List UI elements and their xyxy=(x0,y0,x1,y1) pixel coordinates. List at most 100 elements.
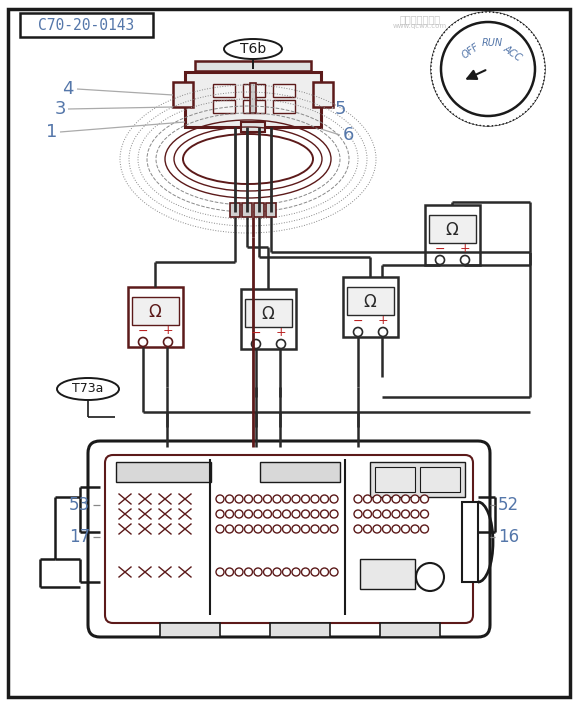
Bar xyxy=(250,83,256,113)
Circle shape xyxy=(226,568,234,576)
Circle shape xyxy=(436,255,444,264)
Text: 6: 6 xyxy=(342,126,354,144)
Circle shape xyxy=(282,568,291,576)
Circle shape xyxy=(282,525,291,533)
Circle shape xyxy=(411,495,419,503)
Bar xyxy=(243,84,265,97)
Circle shape xyxy=(321,510,328,518)
Bar xyxy=(260,462,340,482)
Circle shape xyxy=(392,525,400,533)
Circle shape xyxy=(216,510,224,518)
Circle shape xyxy=(411,510,419,518)
Circle shape xyxy=(311,510,319,518)
Bar xyxy=(420,467,460,492)
Circle shape xyxy=(321,568,328,576)
Bar xyxy=(360,559,415,589)
Circle shape xyxy=(263,525,271,533)
Circle shape xyxy=(245,525,252,533)
Circle shape xyxy=(245,495,252,503)
Circle shape xyxy=(420,495,429,503)
Circle shape xyxy=(411,525,419,533)
Circle shape xyxy=(273,568,281,576)
Circle shape xyxy=(226,525,234,533)
Text: ACC: ACC xyxy=(501,43,523,63)
FancyBboxPatch shape xyxy=(105,455,473,623)
Bar xyxy=(462,502,478,582)
Bar xyxy=(241,122,265,132)
Circle shape xyxy=(431,12,545,126)
Bar xyxy=(254,203,264,217)
Circle shape xyxy=(302,568,310,576)
Circle shape xyxy=(254,525,262,533)
Circle shape xyxy=(353,327,362,337)
Text: −: − xyxy=(138,325,148,337)
Circle shape xyxy=(311,568,319,576)
Circle shape xyxy=(330,510,338,518)
Circle shape xyxy=(379,327,387,337)
Circle shape xyxy=(330,525,338,533)
Text: 汽车维修技术网: 汽车维修技术网 xyxy=(400,14,441,24)
Circle shape xyxy=(420,525,429,533)
Circle shape xyxy=(431,12,545,126)
FancyBboxPatch shape xyxy=(88,441,490,637)
Bar xyxy=(213,100,235,113)
Text: 17: 17 xyxy=(69,528,90,546)
Text: +: + xyxy=(460,243,470,255)
Text: −: − xyxy=(251,327,261,339)
Text: www.qcwx.com: www.qcwx.com xyxy=(393,23,447,29)
Circle shape xyxy=(226,510,234,518)
Bar xyxy=(313,82,333,107)
Circle shape xyxy=(416,563,444,591)
Text: −: − xyxy=(353,315,363,327)
Text: T6b: T6b xyxy=(240,42,266,56)
Circle shape xyxy=(226,495,234,503)
Circle shape xyxy=(302,525,310,533)
Bar xyxy=(380,623,440,637)
Bar xyxy=(266,203,276,217)
Text: 3: 3 xyxy=(55,100,66,118)
Circle shape xyxy=(392,495,400,503)
Bar xyxy=(273,100,295,113)
Circle shape xyxy=(330,568,338,576)
Text: 16: 16 xyxy=(498,528,519,546)
Circle shape xyxy=(392,510,400,518)
Text: 53: 53 xyxy=(69,496,90,514)
Circle shape xyxy=(245,510,252,518)
Circle shape xyxy=(273,495,281,503)
Circle shape xyxy=(235,568,243,576)
Circle shape xyxy=(292,525,300,533)
Circle shape xyxy=(354,525,362,533)
Circle shape xyxy=(139,337,147,346)
Text: 5: 5 xyxy=(334,100,346,118)
Circle shape xyxy=(273,510,281,518)
Circle shape xyxy=(263,568,271,576)
Circle shape xyxy=(292,568,300,576)
Bar xyxy=(195,61,311,71)
Circle shape xyxy=(382,495,390,503)
Circle shape xyxy=(354,495,362,503)
Circle shape xyxy=(282,495,291,503)
Circle shape xyxy=(401,495,409,503)
Circle shape xyxy=(235,525,243,533)
Circle shape xyxy=(302,495,310,503)
Bar xyxy=(243,100,265,113)
Text: 1: 1 xyxy=(46,123,57,141)
Circle shape xyxy=(373,495,381,503)
Circle shape xyxy=(235,510,243,518)
Bar xyxy=(132,297,179,325)
Circle shape xyxy=(273,525,281,533)
Circle shape xyxy=(254,510,262,518)
Bar xyxy=(230,203,240,217)
Text: Ω: Ω xyxy=(148,303,161,321)
Bar xyxy=(116,462,211,482)
Circle shape xyxy=(216,525,224,533)
Circle shape xyxy=(302,510,310,518)
Bar xyxy=(245,299,292,327)
Bar xyxy=(270,623,330,637)
Circle shape xyxy=(216,568,224,576)
Text: T73a: T73a xyxy=(72,382,104,395)
Bar xyxy=(425,205,480,265)
Circle shape xyxy=(254,495,262,503)
Circle shape xyxy=(292,495,300,503)
Bar xyxy=(347,287,394,315)
